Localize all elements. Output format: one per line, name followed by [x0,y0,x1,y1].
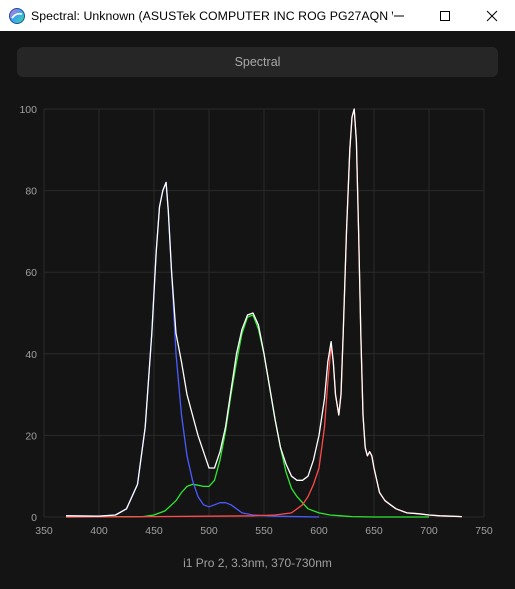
x-tick-label: 500 [200,525,218,537]
x-tick-label: 600 [310,525,328,537]
minimize-icon [394,15,404,16]
chart-grid [43,108,485,518]
minimize-button[interactable] [376,0,422,31]
maximize-button[interactable] [422,0,468,31]
x-tick-label: 450 [145,525,163,537]
x-tick-label: 400 [90,525,108,537]
window-title: Spectral: Unknown (ASUSTek COMPUTER INC … [31,8,393,23]
x-tick-label: 350 [35,525,53,537]
y-tick-label: 80 [25,186,37,198]
y-tick-label: 100 [19,104,37,116]
series-line-blue [65,181,320,518]
colorimeter-app-icon [9,7,25,24]
x-tick-label: 700 [420,525,438,537]
y-tick-label: 20 [25,430,37,442]
chart-series [65,108,463,518]
series-line-green [65,314,429,518]
title-bar[interactable]: Spectral: Unknown (ASUSTek COMPUTER INC … [0,0,515,31]
close-button[interactable] [469,0,515,31]
spectral-tab-button[interactable]: Spectral [17,47,498,77]
x-tick-label: 550 [255,525,273,537]
close-icon [486,10,498,21]
y-tick-label: 60 [25,267,37,279]
chart-ticks: 0 20 40 60 80 100 350 400 450 500 550 600 650 700 750 [19,104,492,537]
spectral-chart: 0 20 40 60 80 100 350 400 450 500 550 600 650 700 750 [19,104,492,537]
maximize-icon [440,10,450,21]
y-tick-label: 40 [25,349,37,361]
chart-xlabel: i1 Pro 2, 3.3nm, 370-730nm [183,556,332,570]
x-tick-label: 650 [365,525,383,537]
x-tick-label: 750 [475,525,493,537]
y-tick-label: 0 [31,512,37,524]
series-line-white [65,108,463,518]
